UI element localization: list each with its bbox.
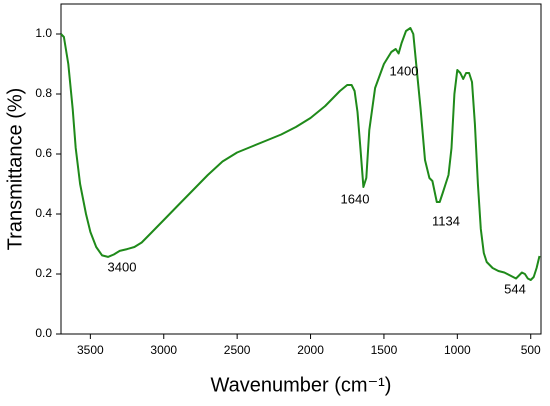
peak-annotation: 544	[504, 281, 526, 296]
y-tick-label: 0.2	[35, 266, 52, 280]
peak-annotation: 1640	[341, 191, 370, 206]
y-tick-label: 0.6	[35, 146, 52, 160]
x-axis-label: Wavenumber (cm⁻¹)	[211, 374, 392, 396]
y-tick-label: 1.0	[35, 26, 52, 40]
x-tick-label: 2000	[297, 343, 324, 357]
peak-annotation: 3400	[108, 259, 137, 274]
spectrum-line	[60, 27, 541, 281]
peak-annotation: 1134	[432, 213, 460, 228]
x-tick-label: 1000	[444, 343, 471, 357]
x-tick-label: 2500	[224, 343, 251, 357]
x-tick-label: 3500	[77, 343, 104, 357]
peak-annotation: 1400	[390, 63, 419, 78]
plot-frame	[60, 3, 542, 335]
y-tick-label: 0.0	[35, 326, 52, 340]
x-tick-label: 1500	[371, 343, 398, 357]
y-tick-label: 0.4	[35, 206, 52, 220]
x-tick-label: 3000	[150, 343, 177, 357]
y-tick-label: 0.8	[35, 86, 52, 100]
y-axis-label: Transmittance (%)	[4, 88, 26, 251]
x-tick-label: 500	[521, 343, 541, 357]
